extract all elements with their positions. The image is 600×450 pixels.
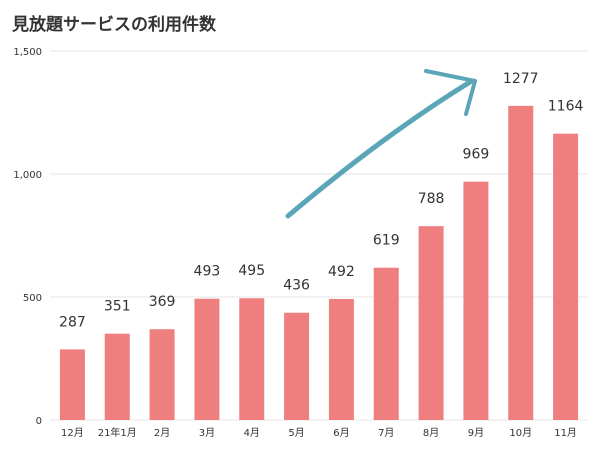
y-tick-label: 500 [23, 293, 42, 304]
data-label: 495 [238, 263, 265, 279]
trend-annotation [285, 69, 477, 219]
bar [373, 267, 399, 420]
data-label: 287 [59, 314, 86, 330]
bars [59, 105, 579, 420]
y-axis-ticks: 0 500 1,000 1,500 [13, 47, 42, 427]
bar [418, 226, 444, 420]
x-tick-label: 7月 [378, 427, 394, 439]
bar [328, 298, 354, 420]
y-tick-label: 1,000 [13, 170, 42, 181]
x-tick-label: 9月 [468, 427, 484, 439]
trend-arrow-head [424, 69, 477, 116]
chart-title: 見放題サービスの利用件数 [12, 15, 216, 35]
bar [194, 298, 220, 420]
x-axis-ticks: 12月 21年1月 2月 3月 4月 5月 6月 7月 8月 9月 10月 11月 [61, 426, 577, 439]
bar [239, 298, 265, 420]
x-tick-label: 3月 [199, 427, 215, 439]
data-label: 351 [104, 299, 131, 315]
data-label: 492 [328, 264, 355, 280]
x-tick-label: 12月 [61, 427, 84, 439]
x-tick-label: 6月 [333, 427, 349, 439]
bar [463, 181, 489, 420]
gridlines [50, 50, 588, 421]
x-tick-label: 2月 [154, 427, 170, 439]
bar [104, 333, 130, 420]
data-label: 369 [149, 294, 176, 310]
x-tick-label: 8月 [423, 427, 439, 439]
x-tick-label: 5月 [288, 427, 304, 439]
data-label: 436 [283, 278, 310, 294]
data-label: 619 [373, 233, 400, 249]
data-label: 788 [418, 191, 445, 207]
bar [553, 133, 579, 420]
y-tick-label: 1,500 [13, 47, 42, 58]
y-tick-label: 0 [36, 416, 42, 427]
data-labels: 287 351 369 493 495 436 492 619 788 969 1277 1164 [59, 71, 583, 331]
bar [284, 312, 310, 420]
x-tick-label: 4月 [244, 427, 260, 439]
x-tick-label: 11月 [554, 427, 577, 439]
data-label: 969 [463, 147, 490, 163]
trend-arrow-shaft [285, 79, 473, 219]
bar [149, 329, 175, 420]
bar [508, 105, 534, 420]
data-label: 493 [194, 264, 221, 280]
x-tick-label: 21年1月 [98, 426, 137, 439]
data-label: 1164 [548, 99, 584, 115]
data-label: 1277 [503, 71, 539, 87]
x-tick-label: 10月 [509, 427, 532, 439]
bar [59, 349, 85, 420]
